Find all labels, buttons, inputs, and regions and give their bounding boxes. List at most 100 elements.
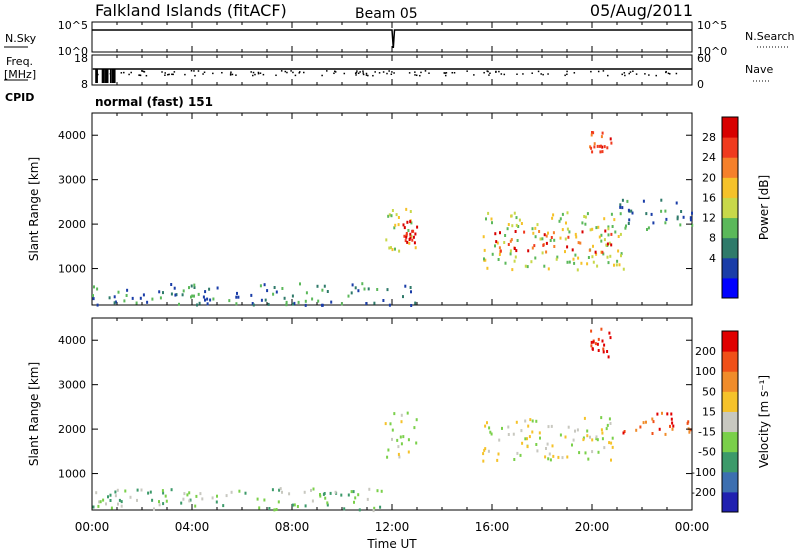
heatmap-cell — [556, 255, 559, 259]
heatmap-cell — [391, 437, 393, 441]
heatmap-cell — [689, 218, 692, 222]
heatmap-cell — [675, 201, 678, 205]
heatmap-cell — [592, 340, 595, 344]
nave-point — [359, 71, 361, 73]
nave-point — [254, 73, 256, 76]
heatmap-cell — [299, 282, 301, 286]
nave-point — [419, 74, 421, 77]
heatmap-cell — [414, 232, 417, 236]
heatmap-cell — [162, 502, 165, 506]
heatmap-cell — [686, 421, 689, 425]
heatmap-cell — [597, 349, 600, 352]
heatmap-cell — [568, 230, 571, 234]
nave-point — [372, 74, 374, 77]
heatmap-cell — [305, 291, 308, 295]
heatmap-cell — [402, 295, 404, 299]
left-tick-label: 8 — [81, 78, 88, 91]
left-tick-label: 18 — [74, 52, 88, 65]
heatmap-cell — [559, 236, 562, 240]
heatmap-cell — [507, 433, 510, 436]
x-tick-label: 04:00 — [175, 520, 210, 534]
heatmap-cell — [616, 259, 619, 263]
heatmap-cell — [515, 249, 518, 253]
heatmap-cell — [610, 141, 613, 145]
heatmap-cell — [606, 242, 609, 246]
heatmap-cell — [386, 455, 389, 459]
heatmap-cell — [281, 287, 284, 290]
heatmap-cell — [553, 245, 556, 248]
heatmap-cell — [606, 350, 609, 353]
heatmap-cell — [310, 488, 312, 492]
nave-point — [362, 72, 364, 74]
heatmap-cell — [592, 260, 595, 264]
heatmap-cell — [658, 427, 661, 431]
heatmap-cell — [405, 233, 408, 237]
heatmap-cell — [486, 421, 488, 425]
heatmap-cell — [507, 425, 510, 429]
nave-point — [655, 74, 657, 77]
heatmap-cell — [597, 450, 600, 454]
heatmap-cell — [197, 292, 200, 296]
nave-point — [355, 71, 358, 74]
nave-point — [466, 70, 468, 72]
nave-point — [284, 70, 287, 73]
freq-spike — [96, 69, 98, 83]
heatmap-cell — [326, 290, 329, 293]
heatmap-cell — [539, 237, 542, 241]
nave-point — [675, 72, 678, 75]
x-tick-label: 08:00 — [275, 520, 310, 534]
station-title: Falkland Islands (fitACF) — [95, 1, 287, 20]
heatmap-cell — [188, 286, 190, 290]
heatmap-cell — [388, 246, 391, 250]
colorbar-tick-label: 200 — [695, 345, 716, 358]
heatmap-cell — [494, 244, 496, 248]
heatmap-cell — [263, 283, 266, 287]
nave-point — [167, 73, 169, 76]
heatmap-cell — [151, 297, 154, 301]
heatmap-cell — [547, 267, 550, 271]
nave-point — [257, 71, 260, 74]
nave-point — [483, 71, 485, 74]
heatmap-cell — [372, 509, 375, 513]
heatmap-cell — [414, 246, 417, 250]
heatmap-cell — [285, 300, 288, 304]
nave-point — [303, 71, 305, 74]
nave-point — [252, 71, 255, 74]
heatmap-cell — [114, 490, 117, 494]
heatmap-cell — [354, 496, 357, 500]
heatmap-cell — [528, 435, 531, 439]
heatmap-cell — [607, 225, 610, 229]
heatmap-cell — [272, 292, 275, 296]
heatmap-cell — [518, 218, 521, 222]
heatmap-cell — [613, 218, 616, 222]
heatmap-cell — [592, 131, 595, 135]
heatmap-cell — [414, 301, 417, 305]
heatmap-cell — [399, 435, 402, 439]
heatmap-cell — [595, 226, 598, 230]
heatmap-cell — [536, 223, 539, 227]
nave-point — [453, 72, 456, 74]
nave-point — [516, 73, 518, 75]
heatmap-cell — [235, 295, 238, 299]
heatmap-cell — [196, 303, 198, 307]
heatmap-cell — [645, 420, 647, 424]
heatmap-cell — [109, 493, 112, 497]
heatmap-cell — [541, 251, 544, 255]
heatmap-cell — [142, 293, 145, 297]
heatmap-cell — [93, 285, 95, 289]
heatmap-cell — [117, 290, 120, 294]
nave-point — [203, 71, 206, 74]
heatmap-cell — [603, 238, 606, 242]
nave-point — [326, 70, 328, 72]
heatmap-cell — [279, 487, 282, 491]
heatmap-cell — [619, 232, 622, 236]
colorbar-swatch — [722, 451, 738, 473]
heatmap-cell — [605, 427, 608, 431]
heatmap-cell — [216, 286, 219, 290]
heatmap-cell — [613, 263, 615, 267]
heatmap-cell — [511, 224, 514, 228]
heatmap-cell — [606, 255, 609, 259]
heatmap-cell — [664, 221, 667, 225]
heatmap-cell — [164, 494, 167, 498]
heatmap-cell — [604, 229, 607, 233]
